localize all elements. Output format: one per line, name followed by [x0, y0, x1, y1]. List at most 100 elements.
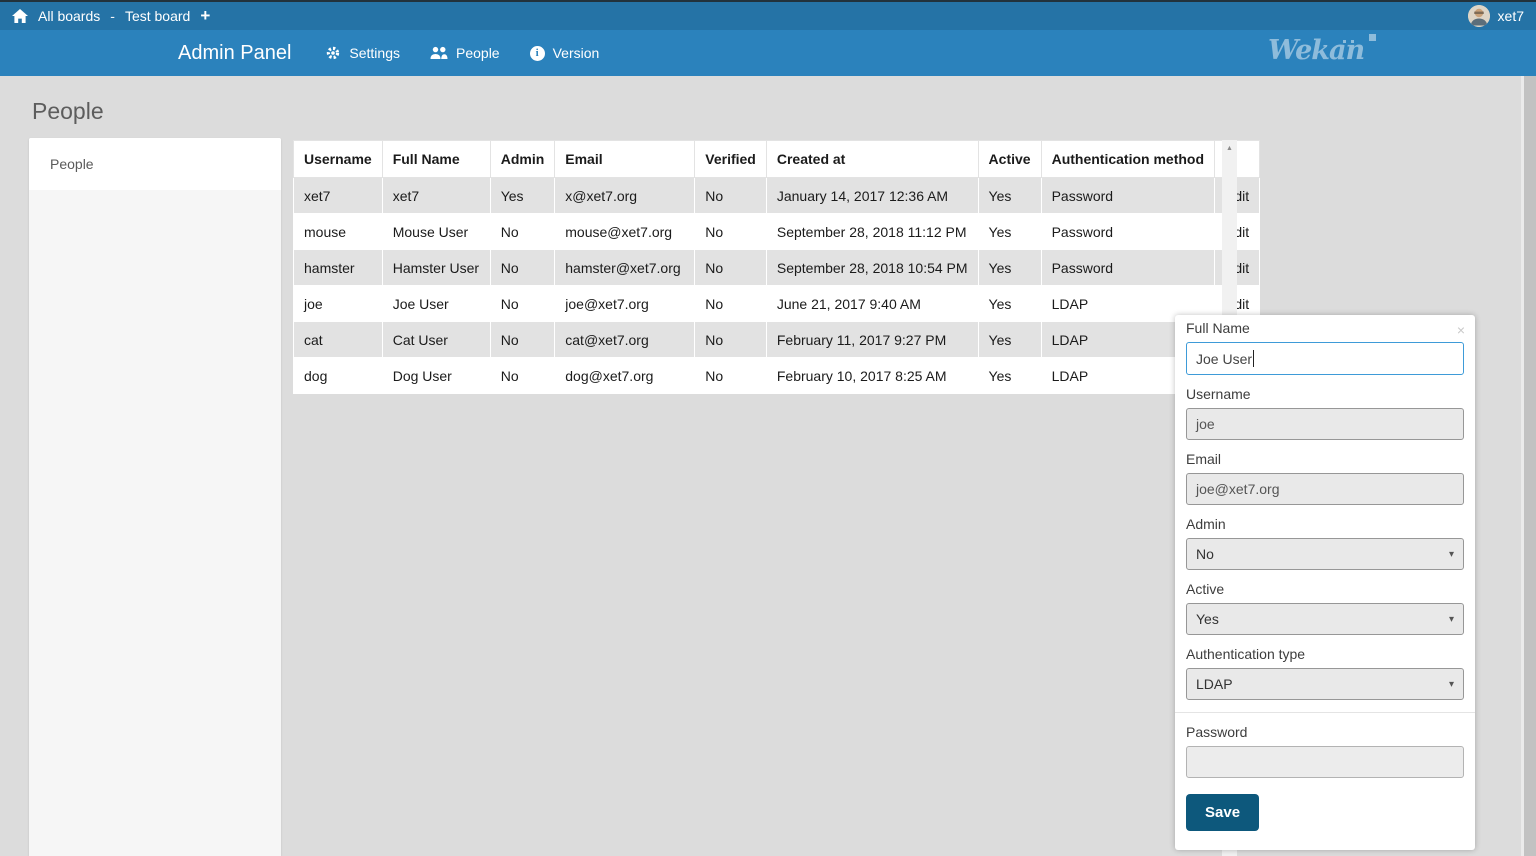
cell-created-at: June 21, 2017 9:40 AM: [765, 285, 979, 322]
active-selected-value: Yes: [1196, 611, 1219, 627]
wekan-logo: Wekan: [1268, 34, 1377, 64]
full-name-input[interactable]: Joe User: [1186, 342, 1464, 375]
chevron-down-icon: ▾: [1448, 678, 1454, 690]
table-row: xet7 xet7 Yes x@xet7.org No January 14, …: [293, 177, 1261, 214]
all-boards-link[interactable]: All boards: [38, 8, 101, 24]
top-bar: All boards - Test board + xet7: [0, 2, 1536, 30]
full-name-label: Full Name: [1186, 320, 1250, 336]
cell-admin: No: [489, 249, 556, 286]
password-input[interactable]: [1186, 746, 1464, 778]
chevron-down-icon: ▾: [1448, 613, 1454, 625]
table-row: joe Joe User No joe@xet7.org No June 21,…: [293, 285, 1261, 322]
user-menu[interactable]: xet7: [1467, 5, 1524, 27]
menu-item-settings[interactable]: Settings: [325, 45, 400, 61]
cell-active: Yes: [977, 357, 1042, 394]
cell-admin: No: [489, 285, 556, 322]
admin-header-bar: Admin Panel Settings People: [0, 30, 1536, 76]
users-icon: [430, 46, 448, 60]
section-divider: [1175, 712, 1475, 713]
admin-selected-value: No: [1196, 546, 1214, 562]
cell-admin: No: [489, 321, 556, 358]
cell-active: Yes: [977, 249, 1042, 286]
cell-created-at: September 28, 2018 11:12 PM: [765, 213, 979, 250]
add-board-icon[interactable]: +: [200, 6, 211, 25]
full-name-value: Joe User: [1196, 350, 1253, 367]
board-link[interactable]: Test board: [124, 8, 191, 24]
menu-item-label: Version: [552, 45, 600, 61]
cell-admin: No: [489, 357, 556, 394]
people-table: Username Full Name Admin Email Verified …: [293, 140, 1261, 394]
info-icon: i: [529, 45, 545, 61]
table-row: hamster Hamster User No hamster@xet7.org…: [293, 249, 1261, 286]
col-header-created-at: Created at: [765, 140, 979, 178]
cell-verified: No: [694, 249, 767, 286]
cell-verified: No: [694, 177, 767, 214]
window-top-border: [0, 0, 1536, 2]
username-value: joe: [1196, 416, 1215, 432]
cell-email: dog@xet7.org: [554, 357, 696, 394]
col-header-admin: Admin: [489, 140, 556, 178]
email-input: joe@xet7.org: [1186, 473, 1464, 505]
cell-created-at: February 10, 2017 8:25 AM: [765, 357, 979, 394]
cell-full-name: Hamster User: [381, 249, 491, 286]
scroll-up-icon[interactable]: ▲: [1226, 145, 1233, 152]
cell-auth-method: Password: [1040, 249, 1216, 286]
auth-type-label: Authentication type: [1186, 646, 1306, 662]
col-header-verified: Verified: [694, 140, 767, 178]
sidebar: People: [29, 138, 281, 856]
username-label: Username: [1186, 386, 1251, 402]
cell-verified: No: [694, 321, 767, 358]
cell-auth-method: Password: [1040, 177, 1216, 214]
cell-created-at: September 28, 2018 10:54 PM: [765, 249, 979, 286]
cell-full-name: xet7: [381, 177, 491, 214]
current-username[interactable]: xet7: [1497, 8, 1524, 24]
col-header-email: Email: [554, 140, 696, 178]
sidebar-item-label: People: [50, 156, 94, 172]
menu-item-people[interactable]: People: [430, 45, 500, 61]
cell-active: Yes: [977, 285, 1042, 322]
page-title: Admin Panel: [178, 41, 292, 64]
cell-verified: No: [694, 357, 767, 394]
cell-verified: No: [694, 285, 767, 322]
email-value: joe@xet7.org: [1196, 481, 1280, 497]
close-icon[interactable]: ×: [1456, 322, 1465, 338]
cell-created-at: January 14, 2017 12:36 AM: [765, 177, 979, 214]
scrollbar-thumb[interactable]: [1524, 76, 1536, 856]
logo-square-icon: [1369, 34, 1377, 41]
cell-full-name: Joe User: [381, 285, 491, 322]
cell-email: cat@xet7.org: [554, 321, 696, 358]
admin-select[interactable]: No ▾: [1186, 538, 1464, 570]
home-icon[interactable]: [12, 9, 28, 23]
save-button[interactable]: Save: [1186, 794, 1260, 831]
table-header-row: Username Full Name Admin Email Verified …: [293, 140, 1261, 178]
cell-created-at: February 11, 2017 9:27 PM: [765, 321, 979, 358]
admin-menu: Settings People i Version: [325, 45, 599, 61]
cell-username: dog: [293, 357, 383, 394]
breadcrumb: All boards - Test board +: [12, 6, 211, 25]
active-select[interactable]: Yes ▾: [1186, 603, 1464, 635]
cell-admin: No: [489, 213, 556, 250]
col-header-username: Username: [293, 140, 383, 178]
avatar[interactable]: [1467, 5, 1490, 27]
cell-full-name: Cat User: [381, 321, 491, 358]
cell-username: mouse: [293, 213, 383, 250]
cell-admin: Yes: [489, 177, 556, 214]
page-scrollbar[interactable]: [1521, 76, 1536, 856]
cell-email: hamster@xet7.org: [554, 249, 696, 286]
col-header-active: Active: [977, 140, 1042, 178]
edit-user-panel: × Full Name Joe User Username joe Email …: [1175, 315, 1475, 850]
menu-item-version[interactable]: i Version: [529, 45, 600, 61]
cell-verified: No: [694, 213, 767, 250]
table-row: cat Cat User No cat@xet7.org No February…: [293, 321, 1261, 358]
cell-active: Yes: [977, 177, 1042, 214]
sidebar-item-people[interactable]: People: [29, 138, 281, 190]
col-header-auth-method: Authentication method: [1040, 140, 1216, 178]
cell-username: xet7: [293, 177, 383, 214]
active-label: Active: [1186, 581, 1225, 597]
auth-type-selected-value: LDAP: [1196, 676, 1233, 692]
table-row: dog Dog User No dog@xet7.org No February…: [293, 357, 1261, 394]
password-label: Password: [1186, 724, 1248, 740]
menu-item-label: Settings: [349, 45, 400, 61]
col-header-full-name: Full Name: [381, 140, 491, 178]
auth-type-select[interactable]: LDAP ▾: [1186, 668, 1464, 700]
